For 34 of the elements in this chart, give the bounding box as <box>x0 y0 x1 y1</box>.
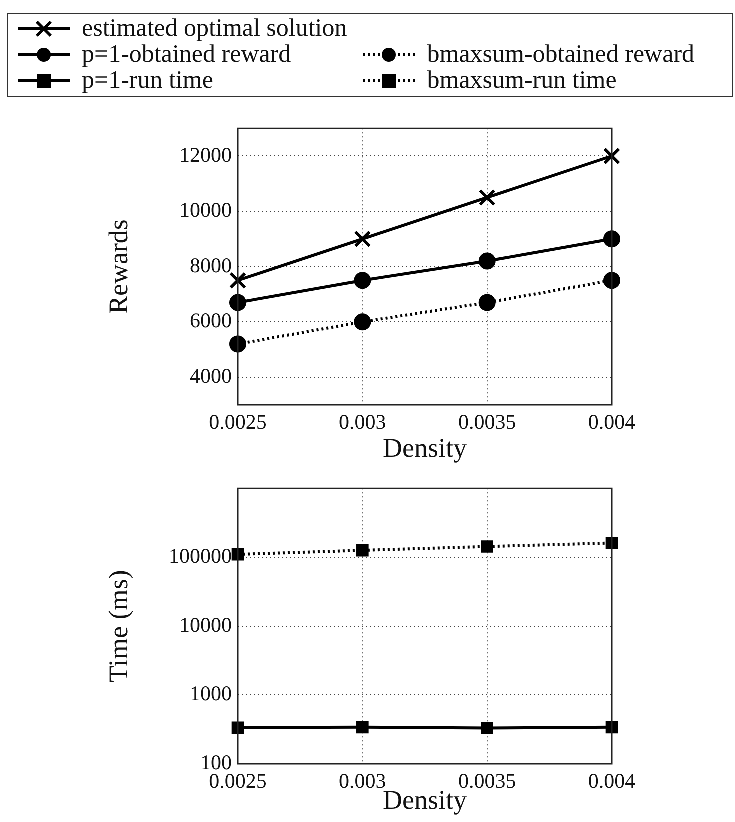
x-tick-label: 0.0025 <box>209 410 267 434</box>
point <box>603 148 621 165</box>
x-axis-title: Density <box>383 432 468 463</box>
y-tick-label: 1000 <box>190 682 232 706</box>
point <box>356 544 369 557</box>
x-tick-label: 0.004 <box>588 410 636 434</box>
y-axis-title: Rewards <box>103 220 134 314</box>
legend-label: estimated optimal solution <box>82 15 348 42</box>
point <box>481 722 494 734</box>
y-axis-title: Time (ms) <box>103 570 134 682</box>
legend-label: p=1-run time <box>82 67 214 94</box>
point <box>354 272 372 290</box>
y-tick-label: 100000 <box>169 544 232 568</box>
point <box>230 294 246 312</box>
y-tick-label: 12000 <box>180 142 232 167</box>
y-tick-label: 6000 <box>190 308 232 333</box>
point <box>356 721 369 734</box>
point <box>481 540 494 553</box>
point <box>478 252 496 270</box>
x-tick-label: 0.0035 <box>458 410 516 434</box>
x-tick-label: 0.003 <box>339 410 386 434</box>
y-tick-label: 8000 <box>190 253 232 278</box>
point <box>229 272 247 290</box>
y-tick-label: 10000 <box>180 198 232 222</box>
legend-label: bmaxsum-run time <box>427 67 617 94</box>
point <box>478 294 496 312</box>
y-tick-label: 4000 <box>190 364 232 388</box>
y-tick-label: 10000 <box>180 612 232 637</box>
point <box>354 314 372 331</box>
point <box>478 189 496 206</box>
x-tick-label: 0.004 <box>588 769 636 794</box>
legend-label: p=1-obtained reward <box>82 41 292 68</box>
legend-label: bmaxsum-obtained reward <box>427 41 695 68</box>
point <box>354 230 372 248</box>
